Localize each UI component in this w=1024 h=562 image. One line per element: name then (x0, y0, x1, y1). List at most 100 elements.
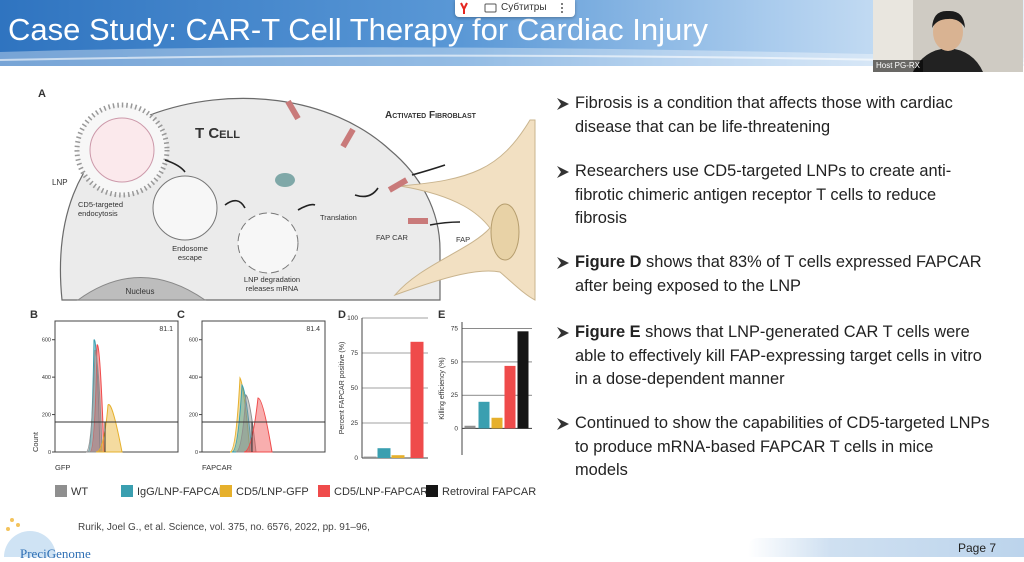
bar (491, 417, 503, 429)
subtitles-icon[interactable] (484, 3, 497, 13)
gate (202, 421, 325, 452)
bullet-text: Continued to show the capabilities of CD… (575, 414, 995, 480)
bullet-emphasis: Figure D (575, 253, 642, 271)
car-protein (340, 127, 356, 149)
legend-label: IgG/LNP-FAPCAR (137, 486, 227, 498)
menu-dot[interactable] (561, 3, 563, 5)
bullet: Researchers use CD5-targeted LNPs to cre… (575, 160, 990, 231)
gate-value: 81.4 (306, 326, 320, 333)
endosome (152, 175, 218, 241)
diagram-label: CD5-targeted (78, 200, 123, 209)
legend-swatch (426, 485, 438, 497)
y-tick-label: 25 (351, 420, 359, 427)
gate-value: 81.1 (159, 326, 173, 333)
bullet: Figure E shows that LNP-generated CAR T … (575, 321, 990, 392)
band-line (0, 54, 1024, 64)
y-tick-label: 0 (48, 450, 51, 456)
y-tick-label: 0 (195, 450, 198, 456)
bullet-text: Researchers use CD5-targeted LNPs to cre… (575, 162, 952, 228)
bullet-text: shows that 83% of T cells expressed FAPC… (575, 253, 987, 295)
diagram-label: FAP (456, 235, 470, 244)
y-axis-label: Count (31, 431, 40, 452)
browser-icon[interactable] (460, 2, 468, 14)
nucleus (76, 277, 207, 301)
diagram-label: LNP (52, 178, 68, 187)
y-tick-label: 0 (354, 455, 358, 462)
menu-dot[interactable] (561, 7, 563, 9)
gate (55, 421, 178, 452)
histogram-curve (89, 344, 105, 453)
panel-label: C (177, 309, 185, 321)
y-axis-label: Killing efficiency (%) (439, 357, 446, 420)
histogram-curve (243, 397, 273, 453)
diagram-label: Endosome (172, 244, 208, 253)
y-tick-label: 50 (451, 359, 459, 366)
bullet-arrow (557, 327, 569, 339)
subtitles-button[interactable]: Субтитры (501, 2, 547, 13)
legend-label: CD5/LNP-FAPCAR (334, 486, 428, 498)
footer-band (748, 538, 1024, 557)
diagram (59, 97, 536, 301)
toolbar-icons (460, 2, 563, 14)
bullet-text: shows that LNP-generated CAR T cells wer… (575, 323, 987, 389)
lnp-core (89, 117, 155, 183)
page-number: Page 7 (958, 541, 997, 555)
histogram-curve (235, 394, 257, 453)
y-tick-label: 600 (42, 338, 51, 344)
host-label: Host PG-RX (873, 60, 924, 72)
diagram-label: Activated Fibroblast (385, 110, 477, 121)
histogram-curve (231, 383, 253, 453)
panel-label: E (438, 309, 445, 321)
y-tick-label: 0 (454, 425, 458, 432)
degrading-lnp (237, 212, 299, 274)
y-axis-label: Percent FAPCAR positive (%) (339, 342, 346, 435)
video-tile: Host PG-RX (873, 0, 1023, 72)
arrow (164, 159, 461, 226)
bar (363, 456, 377, 458)
legend-swatch (220, 485, 232, 497)
logo-mark (4, 518, 56, 557)
legend-swatch (55, 485, 67, 497)
diagram-label: endocytosis (78, 209, 118, 218)
y-tick-label: 25 (451, 392, 459, 399)
bullet-arrow (557, 98, 569, 110)
y-tick-label: 400 (42, 375, 51, 381)
bullet: Continued to show the capabilities of CD… (575, 412, 990, 483)
y-tick-label: 75 (451, 326, 459, 333)
bar (517, 331, 529, 429)
y-tick-label: 100 (347, 315, 358, 322)
diagram-label: T Cell (195, 125, 240, 142)
x-axis-label: FAPCAR (202, 463, 233, 472)
car-protein (285, 99, 301, 121)
diagram-label: Translation (320, 213, 357, 222)
menu-dot[interactable] (561, 11, 563, 13)
bullet-text: Fibrosis is a condition that affects tho… (575, 94, 958, 136)
y-tick-label: 200 (189, 413, 198, 419)
toolbar: Субтитры (455, 0, 575, 17)
bullet: Fibrosis is a condition that affects tho… (575, 92, 990, 139)
bar (478, 401, 490, 429)
slide-title: Case Study: CAR-T Cell Therapy for Cardi… (8, 12, 709, 47)
legend-label: WT (71, 486, 88, 498)
diagram-label: Nucleus (126, 287, 155, 296)
diagram-label: LNP degradation (244, 275, 300, 284)
bar (464, 425, 476, 429)
histogram-curve (95, 404, 123, 453)
ribosome (275, 173, 295, 187)
bullet-arrow (557, 166, 569, 178)
diagram-label: FAP CAR (376, 233, 409, 242)
y-tick-label: 75 (351, 350, 359, 357)
y-tick-label: 200 (42, 413, 51, 419)
x-axis-label: GFP (55, 463, 70, 472)
logo-circle (4, 531, 56, 557)
bullet-arrow (557, 418, 569, 430)
bullet-emphasis: Figure E (575, 323, 641, 341)
histogram-curve (85, 349, 103, 453)
bar (504, 365, 516, 429)
y-tick-label: 400 (189, 375, 198, 381)
fibroblast-nucleus (490, 203, 520, 261)
legend-label: Retroviral FAPCAR (442, 486, 536, 498)
band-decor (0, 47, 1024, 66)
legend-swatch (121, 485, 133, 497)
